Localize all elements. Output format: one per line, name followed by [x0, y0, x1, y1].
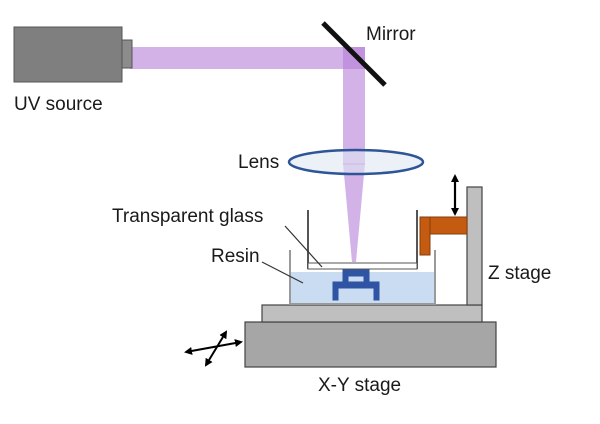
transparent-glass-label: Transparent glass [112, 206, 263, 227]
uv-beam-horizontal [130, 47, 365, 69]
glass-pane [307, 262, 418, 270]
z-stage-column [466, 186, 483, 306]
uv-source-body [13, 26, 123, 83]
mirror-label: Mirror [366, 24, 416, 45]
xy-stage [244, 321, 497, 368]
z-stage-label: Z stage [488, 263, 551, 284]
uv-beam-focused-cone [343, 163, 365, 262]
uv-source-nozzle [121, 39, 133, 69]
transparent-glass-leader [284, 225, 323, 268]
xy-stage-label: X-Y stage [318, 375, 401, 396]
z-stage-arm-drop [419, 216, 431, 256]
mirror [321, 21, 387, 87]
stage-plate [261, 304, 483, 323]
lens [287, 148, 425, 176]
printed-part [332, 269, 380, 301]
xy-motion-arrow-diagonal [204, 330, 228, 367]
resin-leader [261, 261, 304, 284]
uv-beam-vertical [343, 47, 365, 165]
lens-label: Lens [238, 152, 279, 173]
transparent-glass [307, 210, 418, 269]
resin-label: Resin [211, 246, 260, 267]
xy-motion-arrow-horizontal [184, 339, 243, 355]
uv-source-label: UV source [14, 94, 103, 115]
